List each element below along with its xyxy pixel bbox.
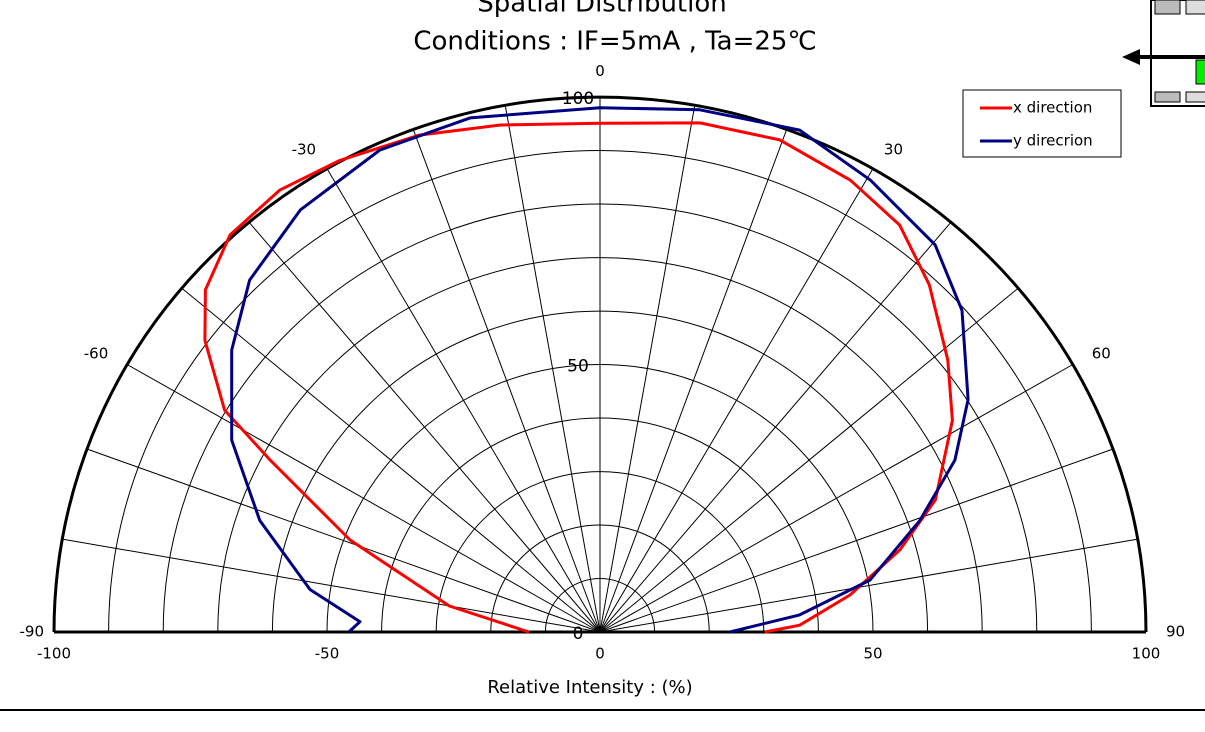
series-line <box>203 121 954 634</box>
theta-tick-label: -30 <box>292 141 317 159</box>
grid-spoke <box>62 538 601 633</box>
x-tick-label: 100 <box>1132 645 1161 663</box>
r-tick-label: 0 <box>573 624 584 644</box>
r-tick-label: 100 <box>562 89 594 109</box>
theta-tick-label: -90 <box>20 623 45 641</box>
grid-spoke <box>599 168 874 633</box>
grid-spoke <box>599 364 1074 633</box>
series-line <box>230 106 970 634</box>
legend: x direction y direcrion <box>962 89 1122 158</box>
theta-tick-label: 90 <box>1166 623 1185 641</box>
grid-spoke <box>599 129 788 633</box>
grid-spoke <box>326 168 601 633</box>
grid-spoke <box>599 105 696 633</box>
theta-tick-label: 0 <box>595 62 605 80</box>
theta-tick-label: -60 <box>84 344 109 362</box>
grid-spoke <box>181 287 601 633</box>
x-tick-label: -50 <box>315 645 340 663</box>
theta-tick-label: 30 <box>884 141 903 159</box>
grid-spoke <box>599 287 1019 633</box>
theta-tick-label: 60 <box>1092 344 1111 362</box>
grid-spoke <box>599 538 1138 633</box>
r-tick-label: 50 <box>567 357 589 377</box>
x-tick-label: 50 <box>863 645 882 663</box>
x-tick-label: 0 <box>595 645 605 663</box>
grid-spoke <box>126 364 601 633</box>
grid-spoke <box>599 221 952 633</box>
led-icon <box>1122 0 1205 107</box>
legend-label: x direction <box>1013 99 1092 117</box>
x-axis-label: Relative Intensity : (%) <box>487 677 692 698</box>
grid <box>52 95 1148 634</box>
grid-spoke <box>248 221 601 633</box>
grid-spoke <box>504 105 601 633</box>
chart-title: Spatial Distribution <box>477 0 726 19</box>
grid-spoke <box>412 129 601 633</box>
grid-spoke <box>599 448 1114 633</box>
grid-spoke <box>86 448 601 633</box>
legend-label: y direcrion <box>1013 132 1093 150</box>
x-tick-label: -100 <box>37 645 71 663</box>
chart-subtitle: Conditions : IF=5mA , Ta=25℃ <box>413 27 816 57</box>
